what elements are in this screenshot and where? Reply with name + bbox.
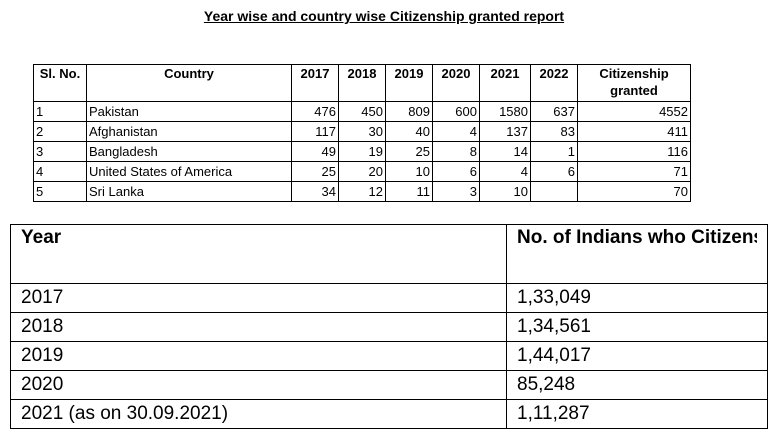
cell-total: 70 <box>577 181 691 202</box>
cell-count: 1,34,561 <box>506 312 768 342</box>
cell-2018: 450 <box>338 101 386 122</box>
cell-2022: 83 <box>530 121 578 142</box>
cell-2021: 137 <box>479 121 531 142</box>
cell-2021: 4 <box>479 161 531 182</box>
table-header-row: Year No. of Indians who Citizenship <box>10 224 768 284</box>
col-header-2021: 2021 <box>479 64 531 102</box>
cell-year: 2019 <box>10 341 507 371</box>
cell-sl-no: 4 <box>33 161 87 182</box>
cell-total: 71 <box>577 161 691 182</box>
table-row: 5 Sri Lanka 34 12 11 3 10 70 <box>33 181 691 202</box>
cell-count: 1,33,049 <box>506 283 768 313</box>
cell-2020: 600 <box>432 101 480 122</box>
cell-total: 4552 <box>577 101 691 122</box>
cell-2020: 6 <box>432 161 480 182</box>
cell-2018: 30 <box>338 121 386 142</box>
report-title: Year wise and country wise Citizenship g… <box>203 8 565 24</box>
table-row: 2017 1,33,049 <box>10 283 768 313</box>
cell-2022: 6 <box>530 161 578 182</box>
cell-2017: 117 <box>291 121 339 142</box>
col-header-no-of-indians-text: No. of Indians who Citizenship <box>517 227 757 248</box>
cell-2021: 10 <box>479 181 531 202</box>
col-header-2022: 2022 <box>530 64 578 102</box>
cell-2020: 3 <box>432 181 480 202</box>
col-header-2017: 2017 <box>291 64 339 102</box>
cell-country: Bangladesh <box>86 141 292 162</box>
cell-2019: 40 <box>385 121 433 142</box>
col-header-year: Year <box>10 224 507 284</box>
cell-total: 411 <box>577 121 691 142</box>
cell-2020: 4 <box>432 121 480 142</box>
cell-country: United States of America <box>86 161 292 182</box>
table-row: 2021 (as on 30.09.2021) 1,11,287 <box>10 399 768 429</box>
cell-country: Afghanistan <box>86 121 292 142</box>
table-header-row: Sl. No. Country 2017 2018 2019 2020 2021… <box>33 64 691 102</box>
cell-2018: 12 <box>338 181 386 202</box>
cell-count: 85,248 <box>506 370 768 400</box>
cell-year: 2017 <box>10 283 507 313</box>
cell-total: 116 <box>577 141 691 162</box>
cell-2022: 637 <box>530 101 578 122</box>
col-header-citizenship-granted: Citizenship granted <box>577 64 691 102</box>
cell-2019: 25 <box>385 141 433 162</box>
cell-count: 1,44,017 <box>506 341 768 371</box>
cell-sl-no: 2 <box>33 121 87 142</box>
cell-sl-no: 5 <box>33 181 87 202</box>
table-row: 1 Pakistan 476 450 809 600 1580 637 4552 <box>33 101 691 122</box>
cell-2021: 1580 <box>479 101 531 122</box>
cell-country: Sri Lanka <box>86 181 292 202</box>
cell-2017: 49 <box>291 141 339 162</box>
table-row: 3 Bangladesh 49 19 25 8 14 1 116 <box>33 141 691 162</box>
cell-sl-no: 1 <box>33 101 87 122</box>
cell-2017: 34 <box>291 181 339 202</box>
cell-2019: 10 <box>385 161 433 182</box>
cell-2017: 476 <box>291 101 339 122</box>
table-row: 2 Afghanistan 117 30 40 4 137 83 411 <box>33 121 691 142</box>
col-header-no-of-indians: No. of Indians who Citizenship <box>506 224 768 284</box>
cell-year: 2020 <box>10 370 507 400</box>
col-header-2020: 2020 <box>432 64 480 102</box>
table-row: 4 United States of America 25 20 10 6 4 … <box>33 161 691 182</box>
cell-year: 2021 (as on 30.09.2021) <box>10 399 507 429</box>
col-header-country: Country <box>86 64 292 102</box>
cell-sl-no: 3 <box>33 141 87 162</box>
cell-2021: 14 <box>479 141 531 162</box>
col-header-2018: 2018 <box>338 64 386 102</box>
cell-2018: 20 <box>338 161 386 182</box>
cell-2017: 25 <box>291 161 339 182</box>
cell-2019: 11 <box>385 181 433 202</box>
table-row: 2019 1,44,017 <box>10 341 768 371</box>
cell-year: 2018 <box>10 312 507 342</box>
cell-2018: 19 <box>338 141 386 162</box>
indians-citizenship-table: Year No. of Indians who Citizenship 2017… <box>10 224 768 429</box>
col-header-sl-no: Sl. No. <box>33 64 87 102</box>
cell-2019: 809 <box>385 101 433 122</box>
col-header-2019: 2019 <box>385 64 433 102</box>
table-row: 2020 85,248 <box>10 370 768 400</box>
cell-2022: 1 <box>530 141 578 162</box>
cell-count: 1,11,287 <box>506 399 768 429</box>
country-citizenship-table: Sl. No. Country 2017 2018 2019 2020 2021… <box>33 64 691 202</box>
cell-2020: 8 <box>432 141 480 162</box>
cell-2022 <box>530 181 578 202</box>
cell-country: Pakistan <box>86 101 292 122</box>
table-row: 2018 1,34,561 <box>10 312 768 342</box>
